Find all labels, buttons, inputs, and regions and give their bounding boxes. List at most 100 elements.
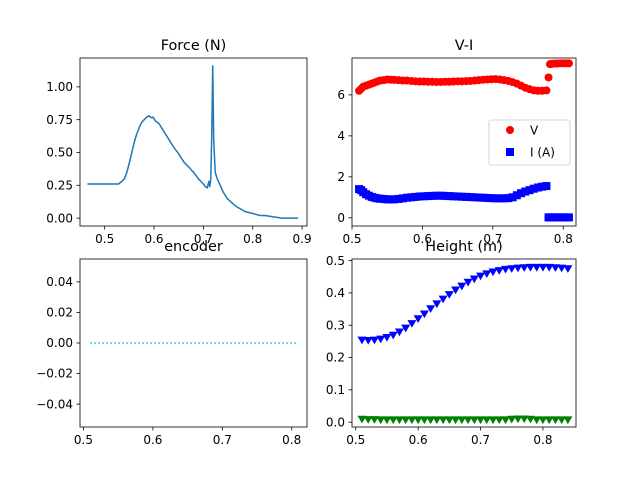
data-point — [369, 336, 379, 345]
data-point — [512, 191, 521, 200]
legend-label: I (A) — [530, 145, 555, 159]
data-point — [500, 265, 510, 274]
chart-title: Height (m) — [425, 239, 502, 255]
data-point — [542, 182, 551, 191]
data-point — [457, 282, 467, 291]
x-tick-label: 0.8 — [554, 232, 573, 246]
data-point — [525, 263, 535, 272]
y-tick-label: 0 — [337, 211, 345, 225]
x-tick-label: 0.7 — [471, 433, 490, 447]
x-tick-label: 0.8 — [533, 433, 552, 447]
data-point — [411, 192, 420, 201]
data-point — [474, 193, 483, 202]
x-tick-label: 0.5 — [346, 433, 365, 447]
data-point — [449, 192, 458, 201]
data-point — [382, 334, 392, 342]
data-point — [504, 194, 513, 203]
x-tick-label: 0.6 — [143, 433, 162, 447]
x-tick-label: 0.7 — [213, 433, 232, 447]
data-point — [426, 305, 436, 313]
data-point — [482, 416, 492, 425]
data-point — [494, 267, 504, 275]
subplot-force: Force (N) 0.5 0.6 0.7 0.8 0.9 0.00 0.25 0.50 0.75… — [46, 38, 311, 246]
data-point — [457, 192, 466, 201]
subplot-encoder: encoder 0.5 0.6 0.7 0.8 −0.04 −0.02 0.00 0.02 0.0… — [36, 239, 308, 447]
data-point — [453, 192, 462, 201]
series-1 — [357, 415, 573, 425]
x-tick-label: 0.5 — [342, 232, 361, 246]
data-point — [544, 263, 554, 272]
y-tick-label: 6 — [337, 88, 345, 102]
data-point — [563, 416, 573, 425]
data-point — [550, 416, 560, 425]
data-point — [419, 416, 429, 425]
series-i-a- — [355, 182, 573, 222]
data-point — [507, 265, 517, 273]
y-tick-label: 0.50 — [46, 146, 73, 160]
data-point — [382, 416, 392, 425]
data-point — [517, 189, 526, 198]
x-tick-label: 0.9 — [293, 232, 312, 246]
y-tick-label: 0.1 — [326, 383, 345, 397]
data-point — [363, 336, 373, 345]
axes-frame — [79, 57, 308, 227]
data-point — [532, 416, 542, 425]
data-point — [491, 194, 500, 203]
x-tick-label: 0.6 — [409, 433, 428, 447]
data-point — [469, 275, 479, 284]
series-v — [355, 59, 573, 95]
data-point — [444, 416, 454, 425]
axes-frame — [79, 258, 308, 428]
data-point — [519, 264, 529, 272]
data-point — [357, 415, 367, 424]
legend-label: V — [530, 123, 539, 137]
data-point — [363, 416, 373, 424]
data-point — [426, 416, 436, 425]
x-tick-label: 0.8 — [243, 232, 262, 246]
plot-area — [357, 263, 573, 425]
y-tick-label: 0.00 — [46, 336, 73, 350]
data-point — [476, 272, 486, 281]
data-point — [444, 291, 454, 299]
data-point — [462, 192, 471, 201]
data-point — [369, 416, 379, 424]
data-point — [466, 193, 475, 202]
data-point — [407, 416, 417, 425]
data-point — [532, 263, 542, 272]
series-0 — [357, 263, 573, 345]
series-line — [87, 65, 299, 219]
y-tick-label: 0.3 — [326, 318, 345, 332]
data-point — [513, 415, 523, 424]
axes-frame — [351, 258, 577, 428]
data-point — [388, 331, 398, 340]
data-point — [488, 268, 498, 277]
data-point — [487, 194, 496, 203]
x-tick-label: 0.5 — [95, 232, 114, 246]
data-point — [415, 192, 424, 201]
data-point — [563, 265, 573, 273]
x-tick-label: 0.5 — [74, 433, 93, 447]
data-point — [440, 191, 449, 200]
data-point — [508, 193, 517, 202]
data-point — [432, 300, 442, 309]
data-point — [469, 416, 479, 425]
plot-area — [87, 65, 299, 219]
subplot-height: Height (m) 0.5 0.6 0.7 0.8 0.0 0.1 0.2 0.3 0.4 0.5 — [326, 239, 577, 447]
data-point — [413, 416, 423, 425]
y-tick-label: 4 — [337, 129, 345, 143]
data-point — [401, 416, 411, 425]
legend-marker — [506, 148, 514, 156]
data-point — [451, 286, 461, 295]
data-point — [398, 194, 407, 203]
y-tick-label: −0.02 — [36, 367, 73, 381]
y-tick-label: 2 — [337, 170, 345, 184]
data-point — [419, 192, 428, 201]
data-point — [457, 416, 467, 425]
data-point — [544, 73, 553, 82]
data-point — [544, 416, 554, 425]
data-point — [533, 183, 542, 192]
data-point — [529, 184, 538, 193]
data-point — [432, 416, 442, 425]
data-point — [388, 416, 398, 425]
